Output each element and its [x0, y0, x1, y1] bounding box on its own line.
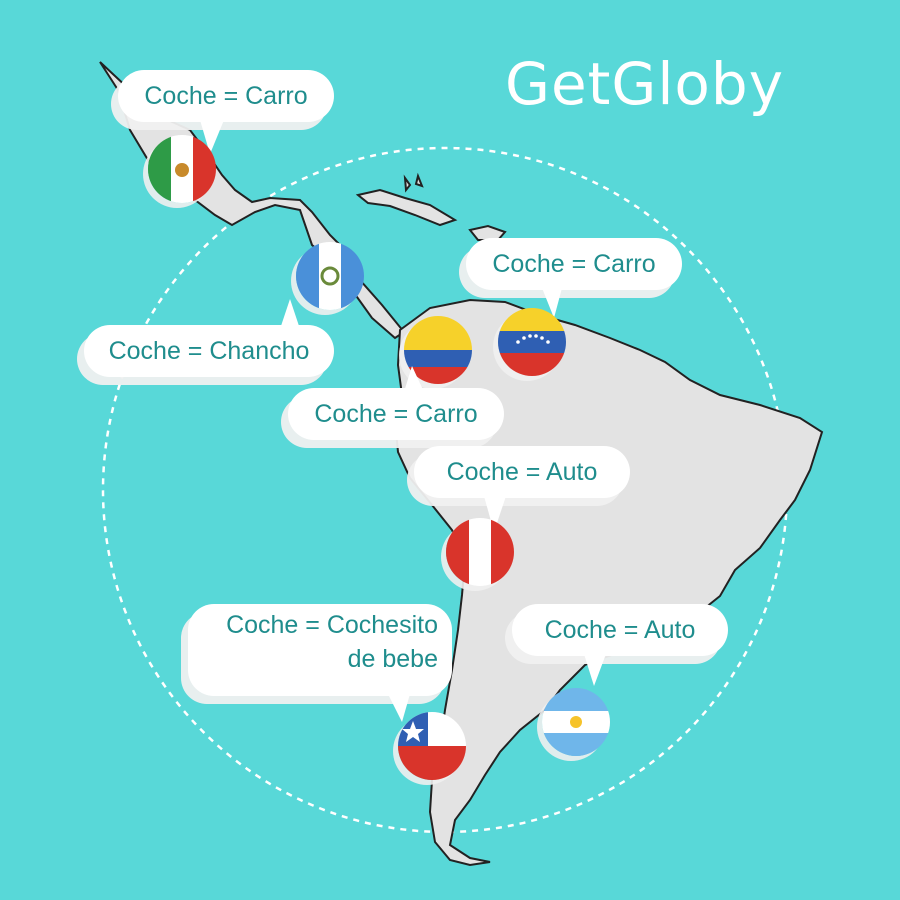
- peru-flag: [446, 518, 514, 586]
- chile-flag: [398, 712, 466, 780]
- speech-bubble-chile: Coche = Cochesito de bebe: [188, 604, 452, 722]
- venezuela-flag: [498, 308, 566, 376]
- bubble-text-chile-line1: Coche = Cochesito: [226, 611, 438, 639]
- hispaniola-land: [468, 224, 507, 241]
- guatemala-flag: [296, 242, 364, 310]
- argentina-flag: [542, 688, 610, 756]
- speech-bubble-venezuela: Coche = Carro: [466, 238, 682, 318]
- bubble-text-guatemala: Coche = Chancho: [108, 337, 310, 365]
- speech-bubble-guatemala: Coche = Chancho: [84, 299, 334, 377]
- cuba-land: [355, 188, 458, 227]
- bubble-text-venezuela: Coche = Carro: [492, 250, 656, 278]
- bahamas-land: [403, 172, 424, 193]
- mexico-flag: [148, 135, 216, 203]
- bubble-tail: [388, 694, 410, 722]
- bubble-tail: [404, 366, 424, 392]
- bubble-tail: [584, 654, 606, 686]
- speech-bubble-argentina: Coche = Auto: [512, 604, 728, 686]
- bubble-text-colombia: Coche = Carro: [314, 400, 478, 428]
- bubble-text-mexico: Coche = Carro: [144, 82, 308, 110]
- speech-bubble-peru: Coche = Auto: [414, 446, 630, 532]
- speech-bubble-mexico: Coche = Carro: [118, 70, 334, 154]
- bubble-text-chile-line2: de bebe: [347, 645, 438, 673]
- bubble-text-peru: Coche = Auto: [446, 458, 598, 486]
- bubble-tail: [280, 299, 300, 329]
- bubble-text-argentina: Coche = Auto: [544, 616, 696, 644]
- south-america-land: [393, 298, 824, 867]
- speech-bubble-colombia: Coche = Carro: [288, 366, 504, 440]
- getgloby-logo: GetGloby: [505, 50, 785, 118]
